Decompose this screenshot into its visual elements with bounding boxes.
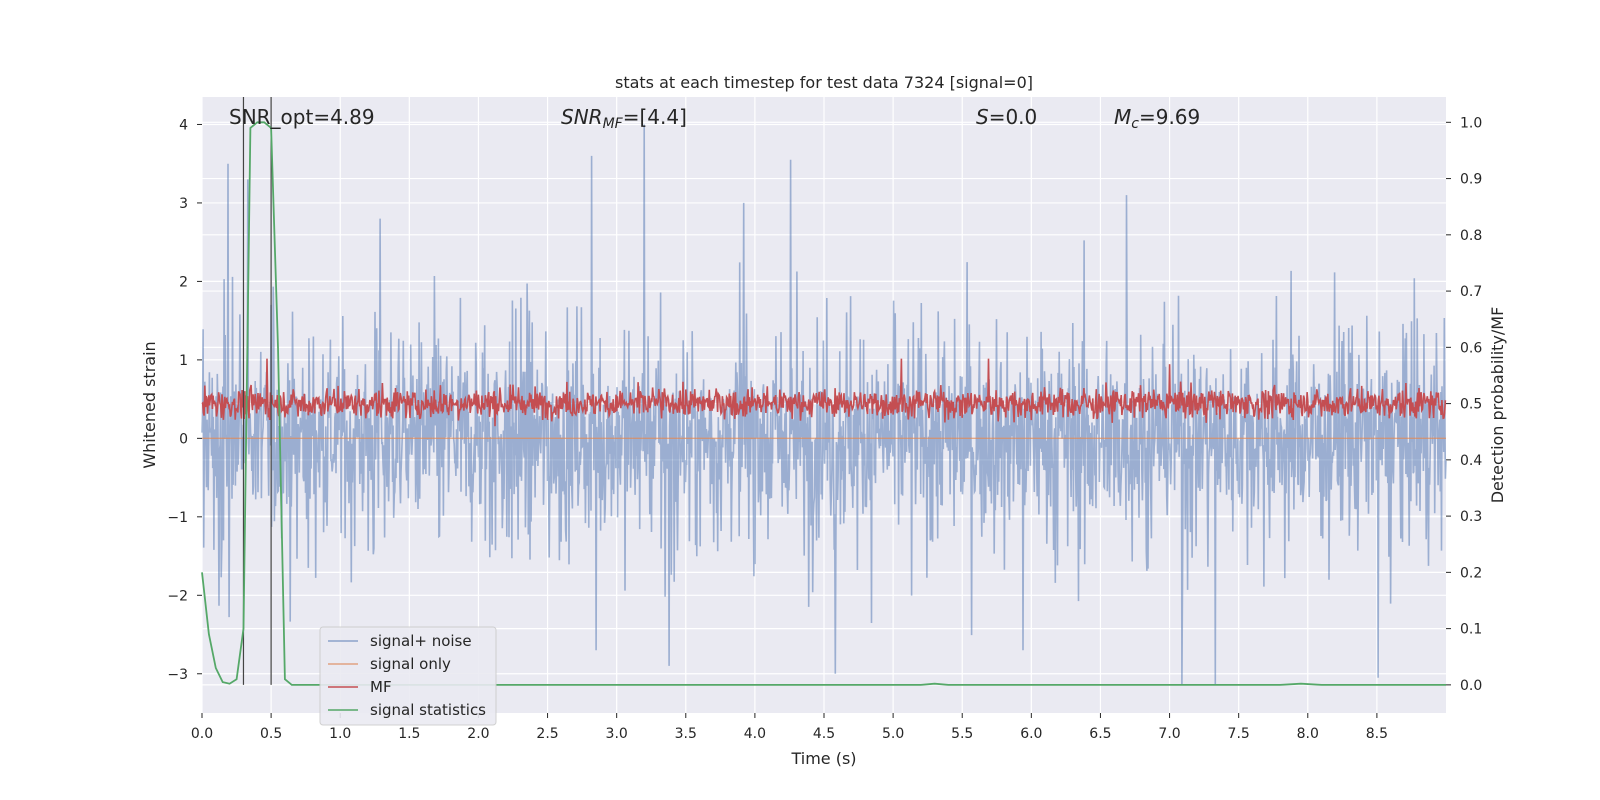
annotation-snr-mf-main: SNR	[561, 105, 603, 129]
yl-tick-label-5: 2	[179, 274, 188, 290]
yl-tick-label-4: 1	[179, 353, 188, 369]
x-tick-label-12: 6.0	[1020, 726, 1042, 742]
x-axis-label: Time (s)	[790, 749, 856, 768]
x-tick-label-16: 8.0	[1297, 726, 1319, 742]
x-tick-label-1: 0.5	[260, 726, 282, 742]
yl-tick-label-6: 3	[179, 196, 188, 212]
annotation-s: S=0.0	[976, 105, 1037, 129]
yr-tick-label-5: 0.5	[1460, 397, 1482, 413]
x-tick-label-15: 7.5	[1228, 726, 1250, 742]
yr-tick-label-0: 0.0	[1460, 678, 1482, 694]
yl-tick-label-1: −2	[167, 588, 188, 604]
annotation-snr-mf-sub: MF	[603, 116, 624, 132]
yr-tick-label-1: 0.1	[1460, 622, 1482, 638]
x-tick-label-17: 8.5	[1366, 726, 1388, 742]
y-axis-label-left: Whitened strain	[140, 341, 159, 468]
yl-tick-label-2: −1	[167, 510, 188, 526]
annotation-mc-sub: c	[1131, 116, 1139, 132]
x-tick-label-7: 3.5	[675, 726, 697, 742]
legend: signal+ noise signal only MF signal stat…	[319, 626, 497, 726]
y-axis-label-right: Detection probability/MF	[1488, 307, 1507, 504]
x-tick-label-13: 6.5	[1089, 726, 1111, 742]
line-signal-statistics	[201, 121, 1446, 686]
legend-label-signal-statistics: signal statistics	[370, 701, 486, 719]
yr-tick-label-9: 0.9	[1460, 172, 1482, 188]
yr-tick-label-2: 0.2	[1460, 565, 1482, 581]
annotation-snr-opt: SNR_opt=4.89	[229, 105, 375, 129]
x-tick-label-3: 1.5	[398, 726, 420, 742]
x-tick-label-10: 5.0	[882, 726, 904, 742]
yr-tick-label-4: 0.4	[1460, 453, 1482, 469]
x-tick-label-9: 4.5	[813, 726, 835, 742]
legend-label-signal-noise: signal+ noise	[370, 632, 472, 650]
x-tick-label-5: 2.5	[536, 726, 558, 742]
yr-tick-label-6: 0.6	[1460, 340, 1482, 356]
series-signal-noise	[201, 124, 1447, 686]
legend-label-mf: MF	[370, 678, 392, 696]
x-tick-label-2: 1.0	[329, 726, 351, 742]
line-signal-noise	[201, 124, 1447, 686]
legend-label-signal-only: signal only	[370, 655, 451, 673]
yr-tick-label-3: 0.3	[1460, 509, 1482, 525]
yr-tick-label-8: 0.8	[1460, 228, 1482, 244]
annotation-mc: Mc=9.69	[1114, 105, 1200, 132]
x-tick-label-4: 2.0	[467, 726, 489, 742]
annotation-s-main: S	[976, 105, 989, 129]
annotation-snr-mf: SNRMF=[4.4]	[561, 105, 687, 132]
legend-box	[319, 626, 497, 726]
x-tick-label-8: 4.0	[744, 726, 766, 742]
yr-tick-label-7: 0.7	[1460, 284, 1482, 300]
yl-tick-label-3: 0	[179, 431, 188, 447]
x-tick-label-14: 7.0	[1158, 726, 1180, 742]
chart-title: stats at each timestep for test data 732…	[615, 73, 1033, 92]
x-axis: 0.0 0.5 1.0 1.5 2.0 2.5 3.0 3.5 4.0 4.5 5.0 5.5 6.0 6…	[191, 713, 1388, 742]
annotation-mc-main: M	[1114, 105, 1131, 129]
x-tick-label-11: 5.5	[951, 726, 973, 742]
series-mf	[201, 358, 1447, 427]
annotation-s-rest: =0.0	[989, 105, 1038, 129]
yr-tick-label-10: 1.0	[1460, 115, 1482, 131]
annotation-mc-rest: =9.69	[1139, 105, 1200, 129]
yl-tick-label-0: −3	[167, 667, 188, 683]
series-signal-statistics	[201, 121, 1446, 686]
line-mf	[201, 358, 1447, 427]
x-tick-label-6: 3.0	[606, 726, 628, 742]
y-axis-right: 0.0 0.1 0.2 0.3 0.4 0.5 0.6 0.7 0.8 0.9 1.0	[1446, 115, 1482, 694]
x-tick-label-0: 0.0	[191, 726, 213, 742]
yl-tick-label-7: 4	[179, 117, 188, 133]
y-axis-left: −3 −2 −1 0 1 2 3 4	[167, 117, 202, 683]
annotation-snr-mf-rest: =[4.4]	[623, 105, 687, 129]
